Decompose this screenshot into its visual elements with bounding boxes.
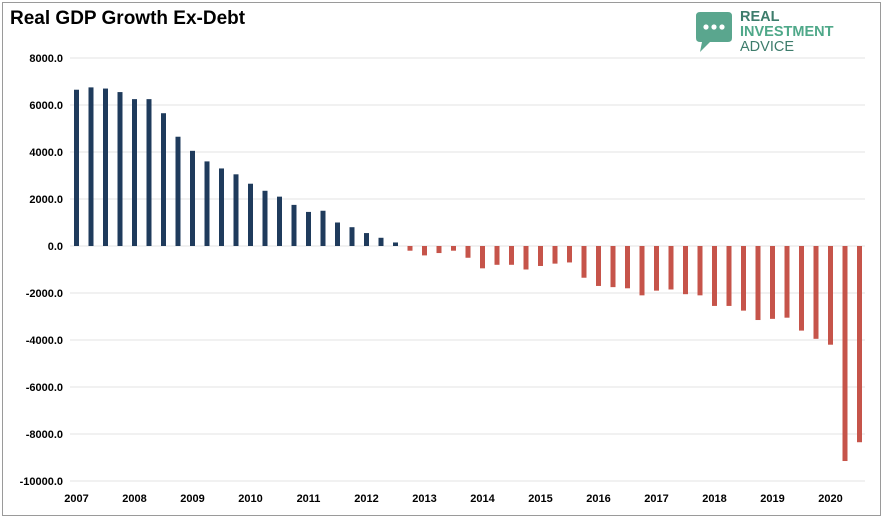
bar <box>277 196 282 246</box>
x-tick-label: 2018 <box>702 493 726 505</box>
bar <box>523 246 529 270</box>
y-tick-label: -4000.0 <box>26 335 63 347</box>
bar <box>741 246 746 311</box>
y-tick-label: 6000.0 <box>29 100 63 112</box>
bar <box>335 222 340 246</box>
x-tick-label: 2020 <box>818 493 842 505</box>
bar <box>712 246 717 306</box>
x-tick-label: 2011 <box>297 493 321 505</box>
bar <box>813 246 819 339</box>
bar <box>117 92 123 247</box>
bar <box>320 210 326 246</box>
x-tick-label: 2009 <box>180 493 204 505</box>
bar <box>842 246 848 462</box>
bars <box>74 87 862 462</box>
bar <box>349 227 355 246</box>
x-axis-ticks: 2007 2008 2009 2010 2011 2012 2013 2014 2015 2016… <box>64 493 842 505</box>
bar <box>639 246 645 296</box>
x-tick-label: 2013 <box>412 493 436 505</box>
bar <box>567 246 572 263</box>
real-investment-advice-logo: REAL INVESTMENT ADVICE <box>692 9 852 55</box>
bar <box>219 168 224 246</box>
bar <box>480 246 485 269</box>
gridlines <box>70 57 865 482</box>
bar <box>161 113 166 246</box>
bar <box>291 204 297 247</box>
bar <box>204 161 210 246</box>
bar <box>784 246 790 318</box>
x-tick-label: 2015 <box>528 493 552 505</box>
bar <box>625 246 630 289</box>
bar <box>726 246 732 306</box>
bar <box>306 211 311 246</box>
x-tick-label: 2012 <box>354 493 378 505</box>
bar <box>233 174 239 246</box>
y-tick-label: -10000.0 <box>20 476 63 488</box>
bar <box>755 246 761 321</box>
bar <box>683 246 688 295</box>
bar <box>407 246 413 251</box>
bar <box>248 183 253 246</box>
bar <box>451 246 456 251</box>
logo-line-2: INVESTMENT <box>740 24 834 40</box>
bar <box>581 246 587 278</box>
bar <box>799 246 804 331</box>
bar <box>103 88 108 246</box>
bar <box>465 246 471 258</box>
bar <box>88 87 94 247</box>
bar <box>828 246 833 345</box>
bar <box>538 246 543 266</box>
bar <box>175 136 181 246</box>
x-tick-label: 2008 <box>122 493 146 505</box>
bar <box>190 150 195 246</box>
chat-bubble-icon <box>696 12 732 52</box>
x-tick-label: 2016 <box>586 493 610 505</box>
y-axis-ticks: 8000.0 6000.0 4000.0 2000.0 0.0 -2000.0 -4000.… <box>20 53 63 488</box>
x-tick-label: 2014 <box>470 493 495 505</box>
y-tick-label: 4000.0 <box>29 147 63 159</box>
bar <box>654 246 659 291</box>
logo-line-1: REAL <box>740 9 780 25</box>
x-tick-label: 2010 <box>238 493 262 505</box>
bar <box>436 246 442 254</box>
y-tick-label: -6000.0 <box>26 382 63 394</box>
y-tick-label: -2000.0 <box>26 288 63 300</box>
bar <box>378 237 384 246</box>
bar <box>393 242 398 246</box>
bar <box>74 89 79 246</box>
y-tick-label: 8000.0 <box>29 53 63 65</box>
x-tick-label: 2007 <box>64 493 88 505</box>
bar <box>668 246 674 290</box>
bar <box>262 190 268 246</box>
x-tick-label: 2017 <box>644 493 668 505</box>
bar <box>770 246 775 319</box>
bar <box>697 246 703 296</box>
bar <box>422 246 427 256</box>
bar <box>132 99 137 247</box>
bar <box>509 246 514 265</box>
y-tick-label: 0.0 <box>48 241 63 253</box>
bar <box>552 246 558 264</box>
bar <box>494 246 500 265</box>
logo-line-3: ADVICE <box>740 39 794 55</box>
bar <box>857 246 862 443</box>
y-tick-label: 2000.0 <box>29 194 63 206</box>
bar <box>364 233 369 246</box>
y-tick-label: -8000.0 <box>26 429 63 441</box>
x-tick-label: 2019 <box>760 493 784 505</box>
bar <box>146 99 152 247</box>
chart-title: Real GDP Growth Ex-Debt <box>10 8 246 29</box>
bar <box>610 246 616 288</box>
bar <box>596 246 601 286</box>
